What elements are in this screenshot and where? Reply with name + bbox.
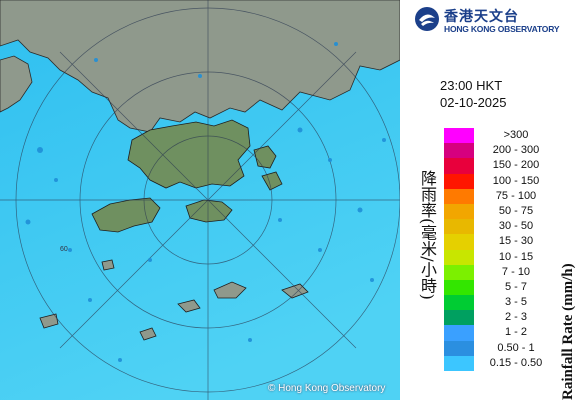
legend-swatch bbox=[444, 203, 474, 220]
legend-color-scale bbox=[444, 128, 474, 371]
legend-scale-label: 3 - 5 bbox=[504, 296, 527, 309]
legend-scale-label: 2 - 3 bbox=[504, 311, 527, 324]
legend-scale-label: 75 - 100 bbox=[495, 189, 537, 202]
legend-swatch bbox=[444, 219, 474, 235]
legend-scale-label: 200 - 300 bbox=[492, 144, 540, 157]
legend-scale-label: 30 - 50 bbox=[498, 220, 534, 233]
legend-swatch bbox=[444, 355, 474, 371]
legend-scale-label: 100 - 150 bbox=[492, 174, 540, 187]
hko-logo-icon bbox=[415, 7, 439, 31]
copyright-notice: © Hong Kong Observatory bbox=[268, 383, 386, 394]
legend-axis-label-en: Rainfall Rate (mm/h) bbox=[560, 263, 576, 400]
radar-date: 02-10-2025 bbox=[440, 95, 507, 110]
legend-swatch bbox=[444, 264, 474, 280]
legend-swatch bbox=[444, 128, 474, 144]
legend-swatch bbox=[444, 188, 474, 204]
legend-swatch bbox=[444, 249, 474, 265]
legend-scale-labels: >300 200 - 300 150 - 200 100 - 150 75 - 100 5… bbox=[480, 128, 552, 371]
west-coast-land bbox=[0, 55, 33, 113]
legend-panel: 香港天文台 HONG KONG OBSERVATORY 23:00 HKT 02… bbox=[400, 0, 577, 400]
legend-scale-label: 10 - 15 bbox=[498, 250, 534, 263]
legend-scale-label: 150 - 200 bbox=[492, 159, 540, 172]
radar-map[interactable]: 60 © Hong Kong Observatory bbox=[0, 0, 400, 400]
legend-scale-label: 5 - 7 bbox=[504, 280, 527, 293]
range-rings bbox=[0, 0, 400, 400]
legend-swatch bbox=[444, 279, 474, 296]
rain-echoes bbox=[25, 42, 386, 362]
radar-map-image bbox=[0, 0, 400, 400]
legend-swatch bbox=[444, 295, 474, 311]
legend-swatch bbox=[444, 325, 474, 341]
legend-axis-label-zh: 降雨率(毫米/小時) bbox=[418, 170, 437, 300]
legend-swatch bbox=[444, 143, 474, 159]
legend-swatch bbox=[444, 234, 474, 250]
legend-scale-label: 7 - 10 bbox=[501, 265, 531, 278]
legend-scale-label: 50 - 75 bbox=[498, 204, 534, 217]
sai-kung-islands bbox=[253, 145, 283, 191]
lantau-island bbox=[91, 197, 161, 233]
legend-swatch bbox=[444, 340, 474, 356]
legend-scale-label: 15 - 30 bbox=[498, 235, 534, 248]
legend-swatch bbox=[444, 173, 474, 189]
logo-chinese-text: 香港天文台 bbox=[444, 9, 519, 25]
radar-time: 23:00 HKT bbox=[440, 78, 503, 93]
mainland-land bbox=[0, 0, 400, 133]
legend-swatch bbox=[444, 310, 474, 326]
logo-english-text: HONG KONG OBSERVATORY bbox=[444, 24, 560, 34]
range-ring-label: 60 bbox=[60, 246, 68, 253]
legend-scale-label: 1 - 2 bbox=[504, 326, 527, 339]
legend-scale-label: 0.50 - 1 bbox=[497, 341, 535, 354]
legend-scale-label: >300 bbox=[503, 129, 529, 141]
legend-swatch bbox=[444, 158, 474, 174]
legend-scale-label: 0.15 - 0.50 bbox=[489, 356, 543, 369]
